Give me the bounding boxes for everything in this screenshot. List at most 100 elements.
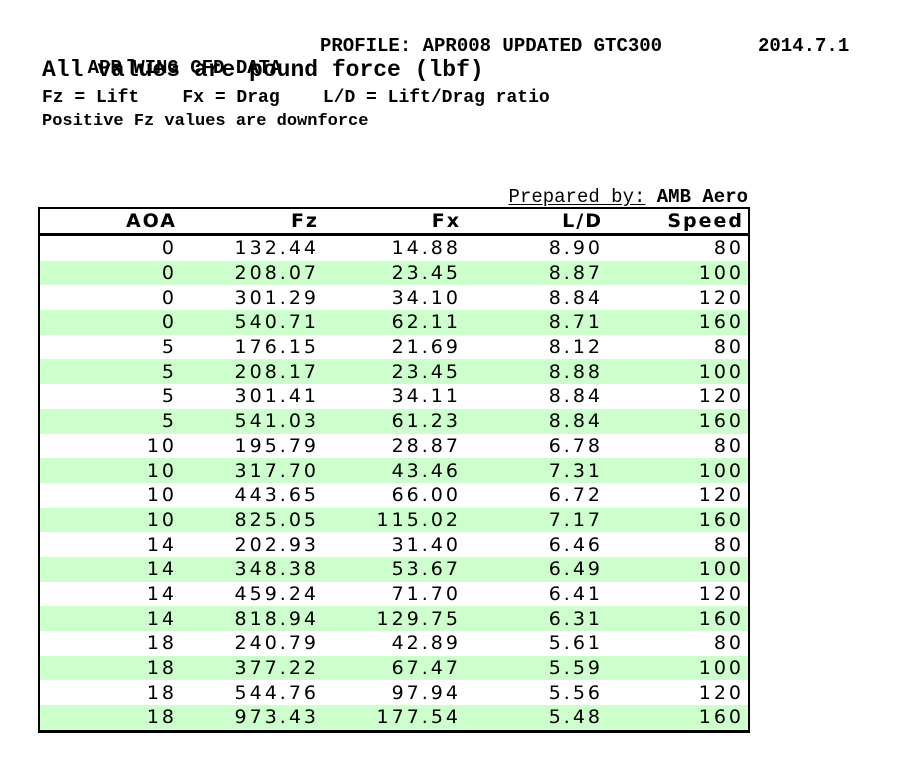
table-row: 14 348.38 53.67 6.49 100: [39, 556, 749, 582]
table-cell: 34.11: [391, 385, 461, 408]
table-cell: 100: [698, 360, 744, 383]
table-cell: 120: [698, 484, 744, 507]
table-cell: 34.10: [391, 286, 461, 309]
table-cell: 818.94: [234, 607, 319, 630]
table-row: 10 825.05 115.02 7.17 160: [39, 507, 749, 533]
table-cell: 0: [161, 237, 177, 260]
table-header-row: AOA Fz Fx L/D Speed: [39, 208, 749, 236]
table-row: 14 202.93 31.40 6.46 80: [39, 532, 749, 557]
table-cell: 43.46: [391, 459, 461, 482]
table-row: 0 132.44 14.88 8.90 80: [39, 234, 749, 261]
table-cell: 6.72: [548, 484, 603, 507]
table-cell: 5.61: [548, 632, 603, 655]
table-cell: 825.05: [234, 508, 319, 531]
table-cell: 177.54: [376, 706, 461, 729]
prepared-by-value: AMB Aero: [656, 186, 748, 208]
table-cell: 8.12: [548, 336, 603, 359]
title-line: APR WING CFD DATA PROFILE: APR008 UPDATE…: [0, 35, 910, 145]
table-cell: 160: [698, 410, 744, 433]
table-cell: 80: [713, 533, 744, 556]
column-header-fz: Fz: [181, 208, 323, 236]
table-cell: 80: [713, 237, 744, 260]
table-cell: 23.45: [391, 360, 461, 383]
prepared-by-label: Prepared by:: [508, 186, 646, 208]
table-cell: 5: [161, 410, 177, 433]
table-cell: 7.17: [548, 508, 603, 531]
table-cell: 8.84: [548, 385, 603, 408]
table-row: 18 377.22 67.47 5.59 100: [39, 655, 749, 681]
table-cell: 80: [713, 434, 744, 457]
table-cell: 208.07: [234, 262, 319, 285]
table-cell: 544.76: [234, 681, 319, 704]
table-cell: 80: [713, 632, 744, 655]
table-cell: 6.49: [548, 558, 603, 581]
table-cell: 8.84: [548, 286, 603, 309]
table-row: 14 459.24 71.70 6.41 120: [39, 581, 749, 607]
table-row: 18 973.43 177.54 5.48 160: [39, 705, 749, 732]
table-cell: 160: [698, 607, 744, 630]
table-cell: 6.31: [548, 607, 603, 630]
profile-label: PROFILE: APR008 UPDATED GTC300: [320, 35, 663, 57]
table-cell: 5.56: [548, 681, 603, 704]
table-cell: 348.38: [234, 558, 319, 581]
table-cell: 23.45: [391, 262, 461, 285]
table-cell: 195.79: [234, 434, 319, 457]
table-cell: 8.90: [548, 237, 603, 260]
table-cell: 5: [161, 336, 177, 359]
table-cell: 71.70: [391, 582, 461, 605]
table-cell: 31.40: [391, 533, 461, 556]
table-cell: 18: [146, 632, 177, 655]
table-cell: 208.17: [234, 360, 319, 383]
table-cell: 540.71: [234, 311, 319, 334]
table-cell: 61.23: [391, 410, 461, 433]
table-cell: 100: [698, 459, 744, 482]
table-cell: 160: [698, 508, 744, 531]
table-body: 0 132.44 14.88 8.90 80 0 208.07 23.45 8.87 100 0 30…: [39, 234, 749, 732]
column-header-aoa: AOA: [39, 208, 181, 236]
date-label: 2014.7.1: [758, 35, 850, 57]
table-cell: 459.24: [234, 582, 319, 605]
table-cell: 10: [146, 459, 177, 482]
table-cell: 317.70: [234, 459, 319, 482]
table-cell: 240.79: [234, 632, 319, 655]
table-row: 10 195.79 28.87 6.78 80: [39, 433, 749, 459]
table-cell: 377.22: [234, 657, 319, 680]
table-cell: 7.31: [548, 459, 603, 482]
table-row: 18 544.76 97.94 5.56 120: [39, 680, 749, 706]
page-title: APR WING CFD DATA: [87, 57, 282, 79]
table-cell: 6.78: [548, 434, 603, 457]
table-cell: 301.41: [234, 385, 319, 408]
downforce-note: Positive Fz values are downforce: [42, 112, 369, 131]
table-cell: 129.75: [376, 607, 461, 630]
table-cell: 6.46: [548, 533, 603, 556]
table-cell: 202.93: [234, 533, 319, 556]
table-cell: 80: [713, 336, 744, 359]
table-cell: 0: [161, 311, 177, 334]
table-cell: 100: [698, 657, 744, 680]
table-cell: 8.84: [548, 410, 603, 433]
table-cell: 18: [146, 681, 177, 704]
table-row: 5 541.03 61.23 8.84 160: [39, 408, 749, 434]
table-cell: 301.29: [234, 286, 319, 309]
table-row: 14 818.94 129.75 6.31 160: [39, 606, 749, 631]
table-cell: 0: [161, 286, 177, 309]
table-cell: 541.03: [234, 410, 319, 433]
table-row: 5 176.15 21.69 8.12 80: [39, 334, 749, 360]
table-cell: 97.94: [391, 681, 461, 704]
cfd-data-table: AOA Fz Fx L/D Speed 0 132.44 14.88 8.90 80 0 2…: [38, 207, 750, 733]
table-row: 0 208.07 23.45 8.87 100: [39, 260, 749, 286]
table-cell: 120: [698, 385, 744, 408]
table-row: 5 301.41 34.11 8.84 120: [39, 384, 749, 409]
table-cell: 973.43: [234, 706, 319, 729]
table-cell: 8.88: [548, 360, 603, 383]
table-cell: 14: [146, 558, 177, 581]
units-note: All values are pound force (lbf): [42, 57, 484, 83]
table-cell: 115.02: [376, 508, 461, 531]
table-cell: 62.11: [391, 311, 461, 334]
table-cell: 8.71: [548, 311, 603, 334]
table-cell: 6.41: [548, 582, 603, 605]
table-cell: 120: [698, 681, 744, 704]
table-cell: 28.87: [391, 434, 461, 457]
column-header-fx: Fx: [323, 208, 465, 236]
